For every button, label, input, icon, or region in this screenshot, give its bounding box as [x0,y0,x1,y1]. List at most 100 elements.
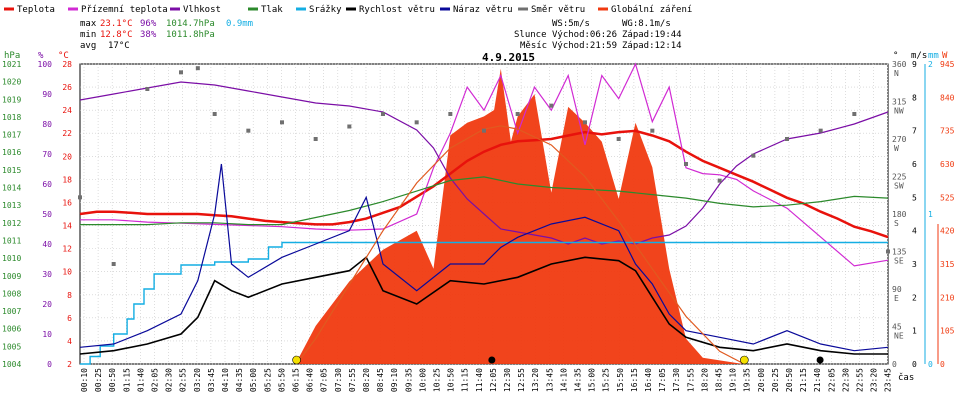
compass-tick: SE [894,257,904,266]
wind-direction-point [212,112,217,116]
temperature-tick: 2 [67,360,72,369]
humidity-axis-unit: % [38,51,44,61]
pressure-tick: 1005 [2,342,21,351]
x-tick-label: 19:35 [743,368,752,392]
x-tick-label: 22:30 [841,368,850,392]
pressure-tick: 1015 [2,166,21,175]
sun-moon-markers [292,355,824,365]
temperature-axis-unit: °C [58,51,69,61]
radiation-tick: 210 [940,293,955,302]
x-tick-label: 15:50 [616,368,625,392]
wind-direction-layer [78,66,890,266]
direction-tick: 270 [892,135,907,144]
wind-direction-point [280,120,284,125]
series-line [79,256,888,355]
legend-label-2: Vlhkost [183,5,221,15]
pressure-tick: 1010 [2,254,21,263]
x-tick-label: 05:25 [263,368,272,392]
radiation-tick: 420 [940,227,955,236]
series-line [79,81,889,245]
stats-rain-total: 0.9mm [226,19,253,29]
series-lines [79,62,889,365]
legend-label-4: Srážky [309,5,342,15]
pressure-tick: 1017 [2,131,21,140]
legend-label-5: Rychlost větru [359,5,435,15]
x-tick-label: 09:35 [404,368,413,392]
pressure-tick: 1019 [2,95,21,104]
x-tick-label: 00:50 [108,368,117,392]
pressure-tick: 1018 [2,113,21,122]
sunrise-time: Východ:06:26 [552,30,617,40]
sunset-marker [740,355,749,365]
radiation-axis-unit: W [942,51,948,61]
radiation-tick: 0 [940,360,945,369]
x-tick-label: 07:55 [348,368,357,392]
x-tick-label: 12:55 [517,368,526,392]
x-tick-label: 07:30 [334,368,343,392]
x-tick-label: 12:05 [489,368,498,392]
x-tick-label: 09:10 [390,368,399,392]
wind-axis-unit: m/s [911,51,927,61]
radiation-theoretical-line [296,125,745,365]
direction-tick: 315 [892,98,907,107]
temperature-tick: 16 [62,198,72,207]
pressure-tick: 1012 [2,219,21,228]
stats-avg-label: avg [80,41,96,51]
wind-gust-max: WG:8.1m/s [622,19,671,29]
moonset-time: Západ:12:14 [622,41,682,51]
compass-tick: E [894,294,899,303]
x-tick-label: 14:35 [574,368,583,392]
pressure-tick: 1021 [2,60,21,69]
legend: Teplota Přízemní teplota Vlhkost Tlak Srážky… [4,5,692,15]
temperature-tick: 24 [62,106,72,115]
x-tick-label: 20:00 [757,368,766,392]
humidity-tick: 70 [42,150,52,159]
temperature-tick: 14 [62,222,72,231]
moonset-marker [488,356,496,364]
sunset-time: Západ:19:44 [622,30,682,40]
wind-tick: 8 [912,93,917,102]
wind-direction-point [179,70,183,75]
radiation-tick: 945 [940,60,955,69]
pressure-tick: 1013 [2,201,21,210]
series-line [80,62,889,267]
x-tick-label: 04:35 [235,368,244,392]
radiation-tick: 735 [940,127,955,136]
x-tick-label: 17:30 [672,368,681,392]
stats-block: max 23.1°C 96% 1014.7hPa 0.9mm min 12.8°… [80,19,253,51]
wind-direction-point [549,103,554,108]
x-tick-label: 08:45 [376,368,385,392]
x-tick-label: 01:15 [122,368,131,392]
x-tick-label: 17:05 [658,368,667,392]
wind-direction-point [246,128,251,133]
x-tick-label: 17:55 [686,368,695,392]
pressure-tick: 1006 [2,325,21,334]
astro-block: WS:5m/s WG:8.1m/s Slunce Východ:06:26 Zá… [514,19,682,51]
humidity-tick: 30 [42,270,52,279]
series-line [79,163,889,352]
humidity-tick: 100 [38,60,53,69]
moonrise-time: Východ:21:59 [552,41,617,51]
compass-tick: N [894,69,899,78]
x-tick-label: 06:40 [306,368,315,392]
sunrise-marker [292,355,301,365]
wind-direction-point [650,128,655,133]
x-tick-label: 10:00 [418,368,427,392]
temperature-tick: 12 [62,245,72,254]
stats-max-label: max [80,19,97,29]
legend-label-3: Tlak [261,5,283,15]
wind-direction-point [684,162,688,166]
humidity-tick: 80 [42,120,52,129]
wind-direction-point [111,262,116,266]
rain-tick: 2 [928,60,933,69]
wind-direction-point [414,120,419,125]
x-tick-label: 00:25 [94,368,103,392]
wind-tick: 4 [912,227,917,236]
compass-tick: NE [894,332,904,341]
legend-label-1: Přízemní teplota [81,5,168,15]
chart-title: 4.9.2015 [482,51,535,64]
wind-direction-point [78,195,82,200]
x-tick-label: 21:40 [813,368,822,392]
